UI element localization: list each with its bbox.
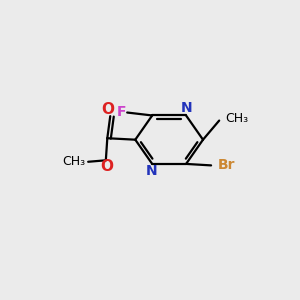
Text: O: O: [100, 159, 113, 174]
Text: Br: Br: [218, 158, 235, 172]
Text: N: N: [181, 101, 193, 115]
Text: CH₃: CH₃: [226, 112, 249, 125]
Text: F: F: [117, 105, 127, 119]
Text: N: N: [146, 164, 157, 178]
Text: CH₃: CH₃: [63, 155, 86, 168]
Text: O: O: [101, 102, 114, 117]
